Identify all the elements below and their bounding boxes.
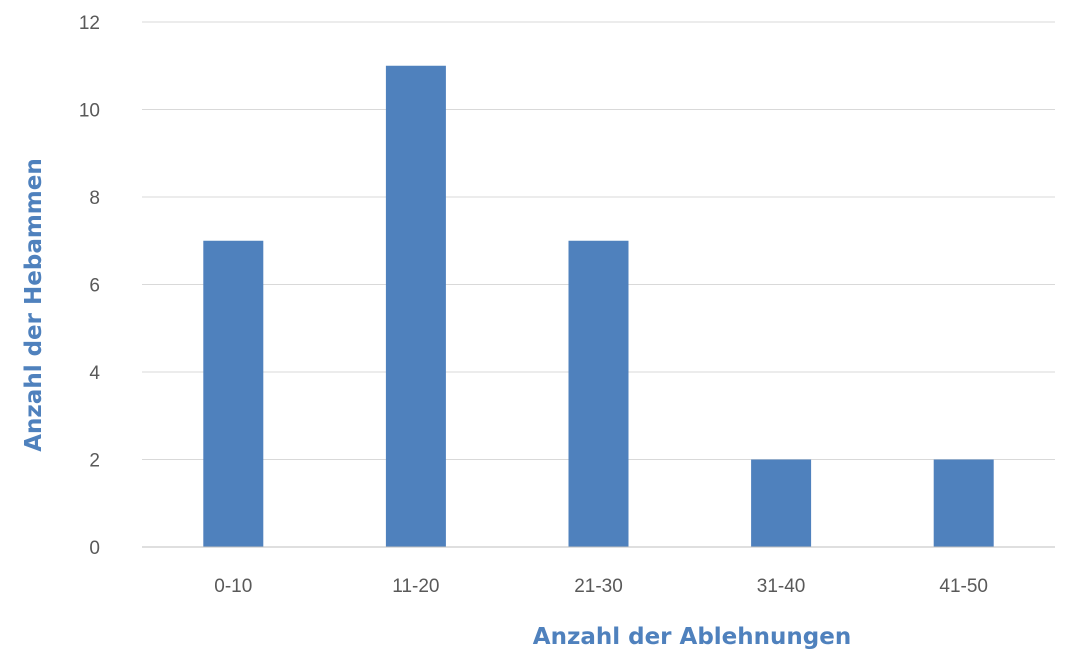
- y-tick-label: 2: [89, 451, 100, 472]
- y-axis-title: Anzahl der Hebammen: [21, 158, 47, 452]
- y-tick-label: 12: [79, 13, 100, 34]
- x-tick-label: 41-50: [939, 576, 988, 597]
- y-tick-label: 4: [89, 363, 100, 384]
- y-tick-label: 0: [89, 538, 100, 559]
- x-tick-label: 31-40: [757, 576, 806, 597]
- bar-0-10: [203, 240, 264, 547]
- y-tick-labels: 0 2 4 6 8 10 12: [79, 13, 101, 559]
- y-tick-label: 8: [89, 188, 100, 209]
- x-axis-title: Anzahl der Ablehnungen: [533, 624, 851, 650]
- x-tick-labels: 0-10 11-20 21-30 31-40 41-50: [214, 576, 988, 597]
- bars: [203, 65, 994, 547]
- x-tick-label: 21-30: [574, 576, 623, 597]
- bar-11-20: [385, 65, 446, 547]
- x-tick-label: 0-10: [214, 576, 252, 597]
- bar-21-30: [568, 240, 629, 547]
- bar-41-50: [933, 459, 994, 547]
- y-tick-label: 6: [89, 276, 100, 297]
- x-tick-label: 11-20: [392, 576, 439, 597]
- y-tick-label: 10: [79, 101, 100, 122]
- bar-31-40: [751, 459, 812, 547]
